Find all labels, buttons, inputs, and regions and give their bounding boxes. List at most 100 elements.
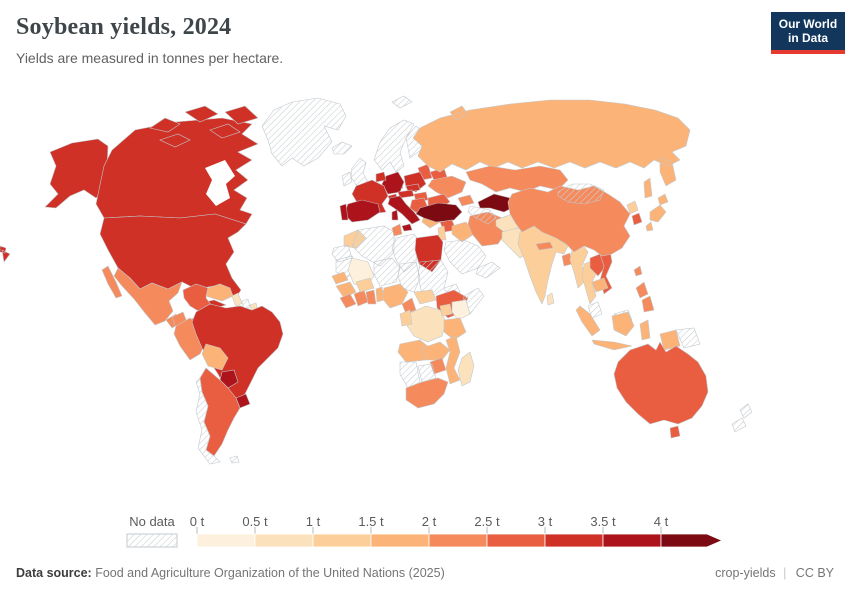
country-benelux[interactable] — [375, 171, 387, 183]
footer-link-ccby[interactable]: CC BY — [795, 566, 834, 580]
chart-title: Soybean yields, 2024 — [16, 14, 232, 40]
map-legend: No data 0 t 0.5 t 1 t 1.5 t 2 t 2.5 t 3 … — [126, 514, 724, 548]
country-uk[interactable] — [350, 157, 369, 187]
legend-tick-3: 1.5 t — [358, 514, 384, 529]
country-cambodia[interactable] — [591, 277, 609, 293]
country-venezuela[interactable] — [205, 283, 234, 302]
country-iceland[interactable] — [331, 141, 353, 155]
legend-tick-1: 0.5 t — [242, 514, 268, 529]
legend-no-data-swatch[interactable] — [126, 533, 178, 548]
legend-tick-8: 4 t — [654, 514, 669, 529]
country-uganda[interactable] — [439, 303, 453, 317]
country-ghana[interactable] — [365, 289, 377, 305]
country-spain[interactable] — [343, 199, 381, 223]
country-yemen-oman[interactable] — [475, 261, 501, 279]
country-car[interactable] — [413, 289, 437, 305]
footer: Data source: Food and Agriculture Organi… — [0, 566, 850, 580]
country-bolivia[interactable] — [201, 343, 229, 371]
legend-bin-7[interactable] — [602, 533, 662, 548]
legend-tick-4: 2 t — [422, 514, 437, 529]
country-madagascar[interactable] — [457, 351, 475, 387]
country-chile[interactable] — [195, 377, 221, 465]
country-greenland[interactable] — [261, 97, 347, 167]
legend-bin-2[interactable] — [312, 533, 372, 548]
legend-bin-3[interactable] — [370, 533, 430, 548]
country-s-korea[interactable] — [631, 212, 643, 226]
country-kenya[interactable] — [451, 299, 471, 321]
country-italy[interactable] — [387, 195, 421, 232]
country-tanzania[interactable] — [443, 317, 467, 341]
footer-separator: | — [783, 566, 787, 580]
legend-tick-5: 2.5 t — [474, 514, 500, 529]
chart-subtitle: Yields are measured in tonnes per hectar… — [16, 50, 284, 66]
country-zambia[interactable] — [421, 341, 451, 361]
country-guinea[interactable] — [335, 281, 357, 299]
country-n-korea[interactable] — [626, 200, 639, 215]
footer-links: crop-yields | CC BY — [711, 566, 834, 580]
legend-bin-1[interactable] — [254, 533, 314, 548]
country-niger[interactable] — [373, 257, 401, 287]
country-drc[interactable] — [405, 305, 447, 343]
owid-logo-line1: Our World — [778, 17, 838, 31]
country-ukraine[interactable] — [427, 175, 467, 199]
country-senegal[interactable] — [331, 271, 349, 285]
country-south-africa[interactable] — [405, 377, 449, 409]
country-cameroon[interactable] — [401, 297, 417, 315]
country-mexico[interactable] — [101, 265, 183, 326]
legend-bin-0[interactable] — [196, 533, 256, 548]
hudson-bay — [205, 160, 235, 206]
country-sri-lanka[interactable] — [546, 292, 555, 306]
footer-link-crop-yields[interactable]: crop-yields — [715, 566, 776, 580]
legend-bin-4[interactable] — [428, 533, 488, 548]
legend-tick-0: 0 t — [190, 514, 205, 529]
legend-ticks — [196, 527, 662, 534]
owid-logo[interactable]: Our World in Data — [771, 12, 845, 54]
country-iraq[interactable] — [451, 221, 475, 243]
country-hawaii[interactable] — [0, 245, 11, 263]
country-svalbard[interactable] — [391, 95, 413, 109]
country-guyana[interactable] — [231, 292, 243, 308]
legend-tick-6: 3 t — [538, 514, 553, 529]
country-turkmenistan[interactable] — [467, 205, 497, 225]
footer-source-label: Data source: — [16, 566, 92, 580]
country-new-zealand[interactable] — [731, 403, 753, 433]
country-liberia[interactable] — [339, 293, 357, 309]
owid-logo-line2: in Data — [787, 31, 828, 45]
country-sudan[interactable] — [417, 259, 449, 299]
footer-source: Data source: Food and Agriculture Organi… — [16, 566, 445, 580]
country-tunisia[interactable] — [391, 223, 403, 237]
country-kazakhstan[interactable] — [465, 165, 569, 193]
legend-bin-6[interactable] — [544, 533, 604, 548]
country-alaska[interactable] — [44, 138, 109, 209]
country-mongolia[interactable] — [557, 183, 605, 205]
country-portugal[interactable] — [339, 203, 349, 221]
country-mozambique[interactable] — [445, 335, 461, 385]
country-russia[interactable] — [412, 99, 691, 199]
country-tasmania[interactable] — [669, 425, 681, 439]
legend-color-bar — [196, 533, 724, 548]
legend-tick-7: 3.5 t — [590, 514, 616, 529]
country-burkina[interactable] — [355, 277, 375, 293]
country-australia[interactable] — [613, 341, 709, 425]
country-falklands[interactable] — [229, 455, 240, 464]
country-congo[interactable] — [399, 309, 413, 327]
country-paraguay[interactable] — [219, 369, 239, 389]
legend-bin-5[interactable] — [486, 533, 546, 548]
country-caucasus[interactable] — [457, 194, 475, 207]
country-png[interactable] — [675, 327, 701, 349]
country-ireland[interactable] — [341, 171, 353, 187]
country-japan[interactable] — [645, 193, 669, 232]
legend-bin-8-arrow[interactable] — [660, 533, 724, 548]
country-scandinavia[interactable] — [373, 119, 415, 173]
country-nepal[interactable] — [535, 241, 554, 251]
country-czechia[interactable] — [405, 183, 421, 193]
country-arctic-islands[interactable] — [149, 105, 259, 148]
country-philippines[interactable] — [635, 281, 655, 313]
country-turkey[interactable] — [415, 202, 463, 223]
legend-no-data-label: No data — [129, 514, 175, 529]
country-botswana[interactable] — [417, 363, 437, 383]
country-taiwan[interactable] — [633, 265, 643, 277]
country-indonesia[interactable] — [575, 305, 681, 351]
footer-source-text: Food and Agriculture Organization of the… — [95, 566, 445, 580]
